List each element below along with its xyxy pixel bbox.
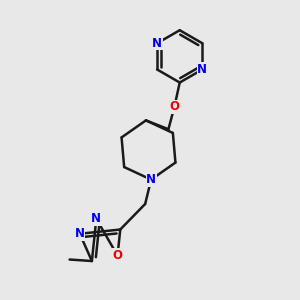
Text: N: N [75,227,85,240]
Text: N: N [146,173,156,186]
Text: N: N [197,63,207,76]
Text: N: N [152,37,162,50]
Text: N: N [91,212,101,225]
Text: O: O [169,100,179,113]
Text: O: O [112,249,122,262]
